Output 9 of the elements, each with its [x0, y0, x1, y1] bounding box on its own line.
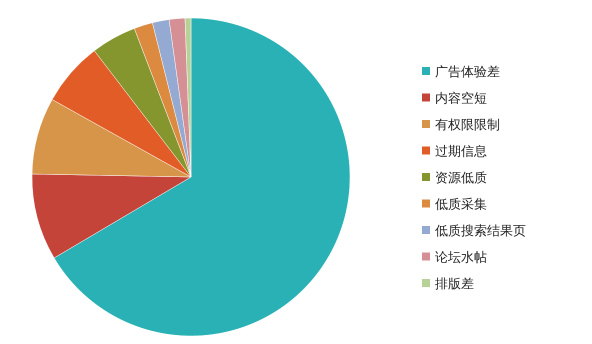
- legend-label: 低质搜索结果页: [435, 224, 526, 239]
- legend-label: 过期信息: [435, 144, 487, 160]
- legend-label: 低质采集: [435, 198, 487, 212]
- legend-label: 有权限限制: [435, 118, 500, 133]
- legend-label: 排版差: [435, 277, 474, 292]
- legend-label: 内容空短: [435, 90, 487, 106]
- legend-label: 广告体验差: [435, 65, 500, 80]
- legend-label: 资源低质: [435, 171, 487, 186]
- legend-label: 论坛水帖: [435, 250, 487, 266]
